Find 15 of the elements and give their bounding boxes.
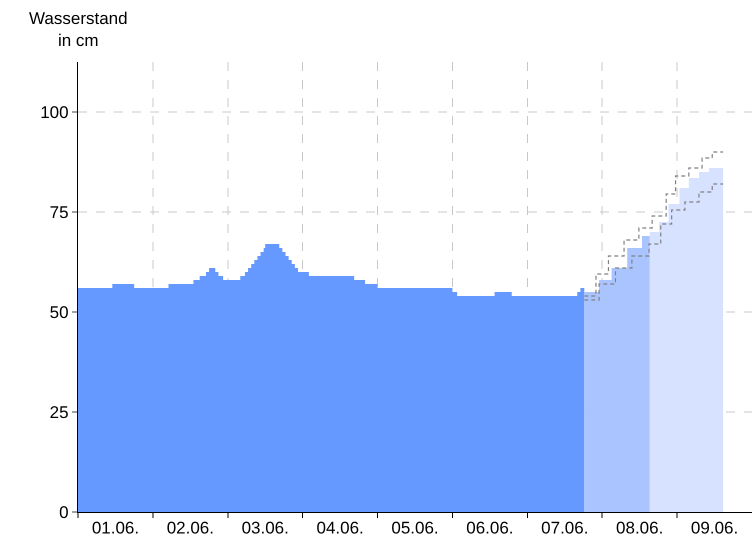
y-axis-title: Wasserstand in cm (29, 9, 128, 50)
x-tick-label: 06.06. (466, 518, 514, 538)
y-tick-label: 25 (50, 402, 69, 422)
y-tick-label: 100 (40, 102, 69, 122)
y-tick-label: 75 (50, 202, 69, 222)
x-tick-label: 09.06. (690, 518, 738, 538)
x-tick-label: 01.06. (92, 518, 140, 538)
y-tick-label: 0 (59, 502, 69, 522)
x-tick-label: 08.06. (616, 518, 664, 538)
x-tick-label: 03.06. (242, 518, 289, 538)
x-tick-label: 07.06. (541, 518, 588, 538)
x-tick-label: 05.06. (391, 518, 439, 538)
x-tick-label: 02.06. (166, 518, 214, 538)
y-tick-label: 50 (50, 302, 69, 322)
x-tick-label: 04.06. (316, 518, 364, 538)
